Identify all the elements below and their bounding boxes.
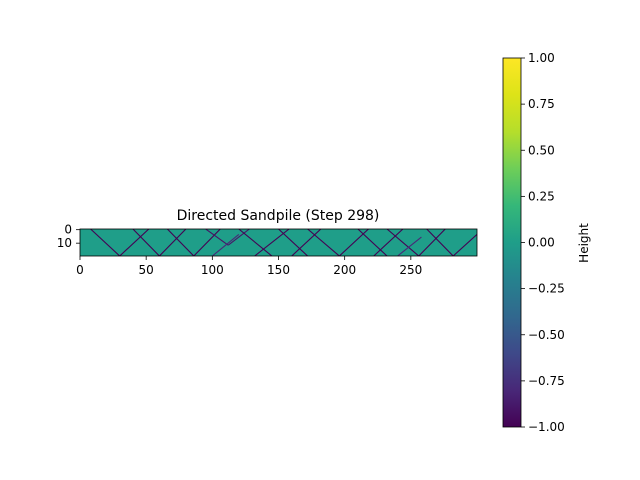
x-tick-label: 50	[139, 263, 154, 277]
avalanche-line	[307, 229, 340, 256]
avalanche-line	[132, 229, 160, 256]
heatmap-background	[80, 229, 477, 256]
avalanche-line	[373, 229, 404, 256]
x-tick-label: 200	[333, 263, 356, 277]
y-tick-label: 10	[57, 236, 72, 250]
colorbar-tick-label: −0.75	[528, 374, 565, 388]
avalanche-line	[166, 229, 195, 256]
heatmap	[79, 228, 478, 257]
x-tick-label: 100	[201, 263, 224, 277]
avalanche-line	[159, 229, 187, 256]
colorbar-tick-label: −0.50	[528, 328, 565, 342]
avalanche-line	[386, 229, 420, 256]
avalanche-line	[278, 229, 308, 256]
colorbar-label: Height	[577, 223, 591, 263]
colorbar: 1.00 0.75 0.50 0.25 0.00 −0.25 −0.50 −0.75 −1.00	[502, 51, 565, 434]
colorbar-tick-label: −1.00	[528, 420, 565, 434]
colorbar-tick-label: 0.50	[528, 143, 555, 157]
avalanche-line	[90, 229, 121, 256]
avalanche-line	[426, 229, 454, 256]
avalanche-line	[119, 229, 150, 256]
y-tick-label: 0	[64, 223, 72, 237]
colorbar-tick-label: 0.25	[528, 189, 555, 203]
avalanche-line	[227, 229, 250, 246]
colorbar-gradient	[502, 57, 522, 428]
avalanche-line	[452, 233, 477, 256]
avalanche-line	[291, 229, 322, 256]
avalanche-line	[397, 236, 422, 256]
avalanche-line	[418, 229, 446, 256]
colorbar-tick-label: 1.00	[528, 51, 555, 65]
colorbar-tick-label: 0.00	[528, 236, 555, 250]
x-tick-label: 0	[76, 263, 84, 277]
avalanche-lines	[90, 229, 477, 256]
x-tick-label: 150	[267, 263, 290, 277]
avalanche-line	[193, 229, 221, 256]
avalanche-line	[338, 229, 369, 256]
colorbar-tick-label: 0.75	[528, 97, 555, 111]
avalanche-line	[238, 229, 273, 256]
chart-title: Directed Sandpile (Step 298)	[177, 208, 380, 224]
colorbar-tick-label: −0.25	[528, 282, 565, 296]
avalanche-line	[205, 229, 229, 246]
avalanche-line	[357, 229, 388, 256]
x-tick-label: 250	[399, 263, 422, 277]
avalanche-line	[211, 233, 240, 256]
